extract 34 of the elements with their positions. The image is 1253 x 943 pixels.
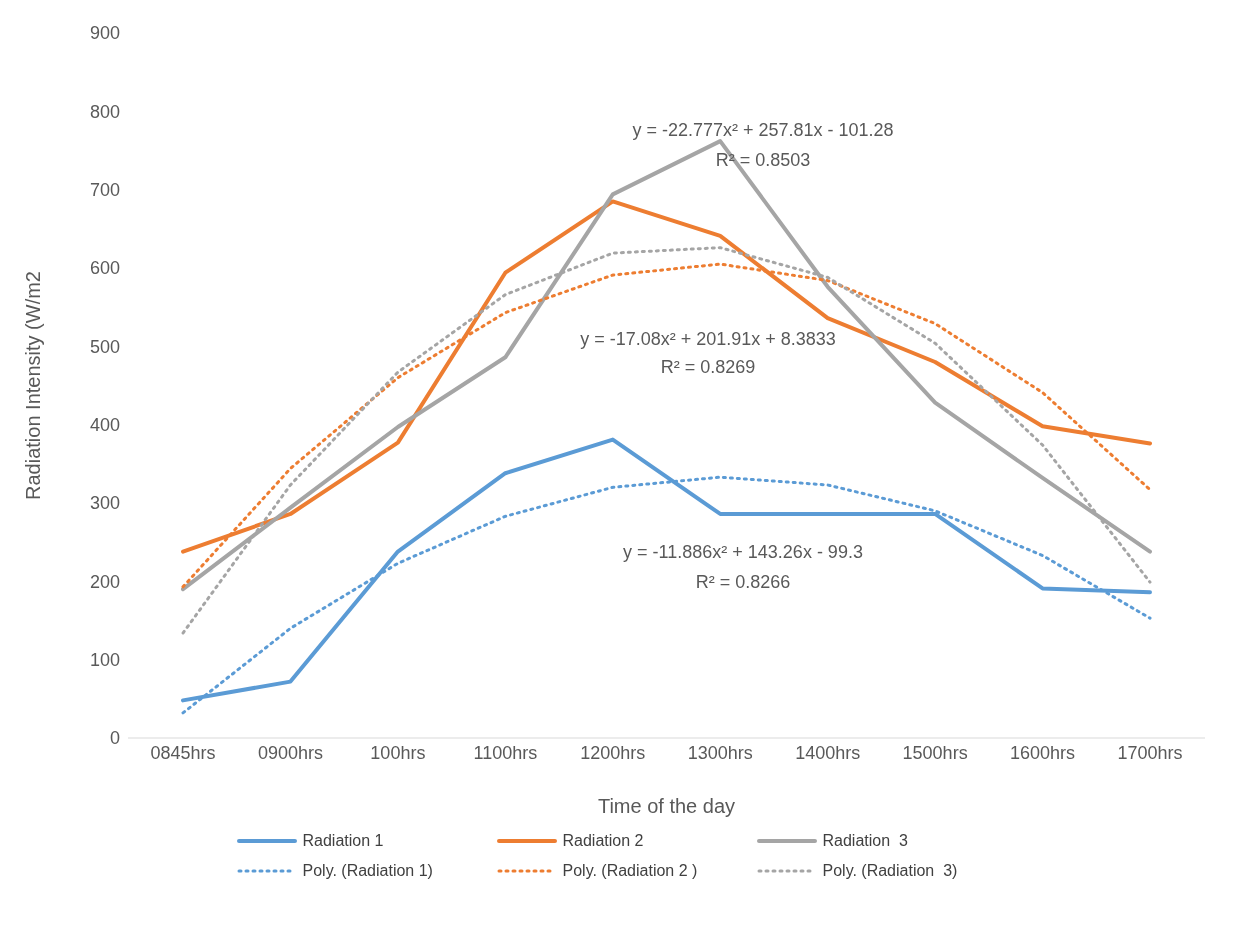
legend-label: Radiation 1: [302, 832, 384, 850]
x-tick-label: 1100hrs: [473, 742, 538, 763]
annotation: R² = 0.8266: [695, 572, 791, 593]
x-tick-label: 0900hrs: [257, 742, 323, 763]
y-tick-label: 800: [89, 101, 120, 122]
x-tick-label: 1200hrs: [580, 742, 646, 763]
y-tick-label: 500: [89, 336, 120, 357]
legend-label: Poly. (Radiation 2 ): [562, 862, 698, 880]
x-axis-title: Time of the day: [597, 795, 736, 817]
y-tick-label: 100: [89, 650, 120, 671]
y-tick-label: 300: [89, 493, 120, 514]
x-tick-label: 1500hrs: [902, 742, 968, 763]
x-tick-label: 1600hrs: [1010, 742, 1076, 763]
x-tick-label: 100hrs: [370, 742, 426, 763]
annotation: y = -11.886x² + 143.26x - 99.3: [623, 542, 863, 563]
x-tick-label: 1700hrs: [1117, 742, 1183, 763]
annotation: y = -22.777x² + 257.81x - 101.28: [632, 120, 894, 141]
x-tick-label: 0845hrs: [150, 742, 216, 763]
legend-label: Poly. (Radiation 1): [302, 862, 433, 880]
annotation: R² = 0.8269: [660, 357, 756, 378]
annotation: y = -17.08x² + 201.91x + 8.3833: [580, 329, 836, 350]
legend-label: Poly. (Radiation 3): [822, 862, 958, 880]
y-tick-label: 700: [89, 180, 120, 201]
y-axis-title: Radiation Intensity (W/m2: [22, 271, 45, 500]
y-tick-label: 0: [109, 728, 120, 749]
y-tick-label: 600: [89, 258, 120, 279]
y-tick-label: 900: [89, 23, 120, 44]
x-tick-label: 1300hrs: [687, 742, 753, 763]
x-tick-label: 1400hrs: [795, 742, 861, 763]
y-tick-label: 400: [89, 415, 120, 436]
y-tick-label: 200: [89, 571, 120, 592]
legend-label: Radiation 2: [562, 832, 644, 850]
annotation: R² = 0.8503: [715, 150, 811, 171]
legend-label: Radiation 3: [822, 832, 908, 850]
